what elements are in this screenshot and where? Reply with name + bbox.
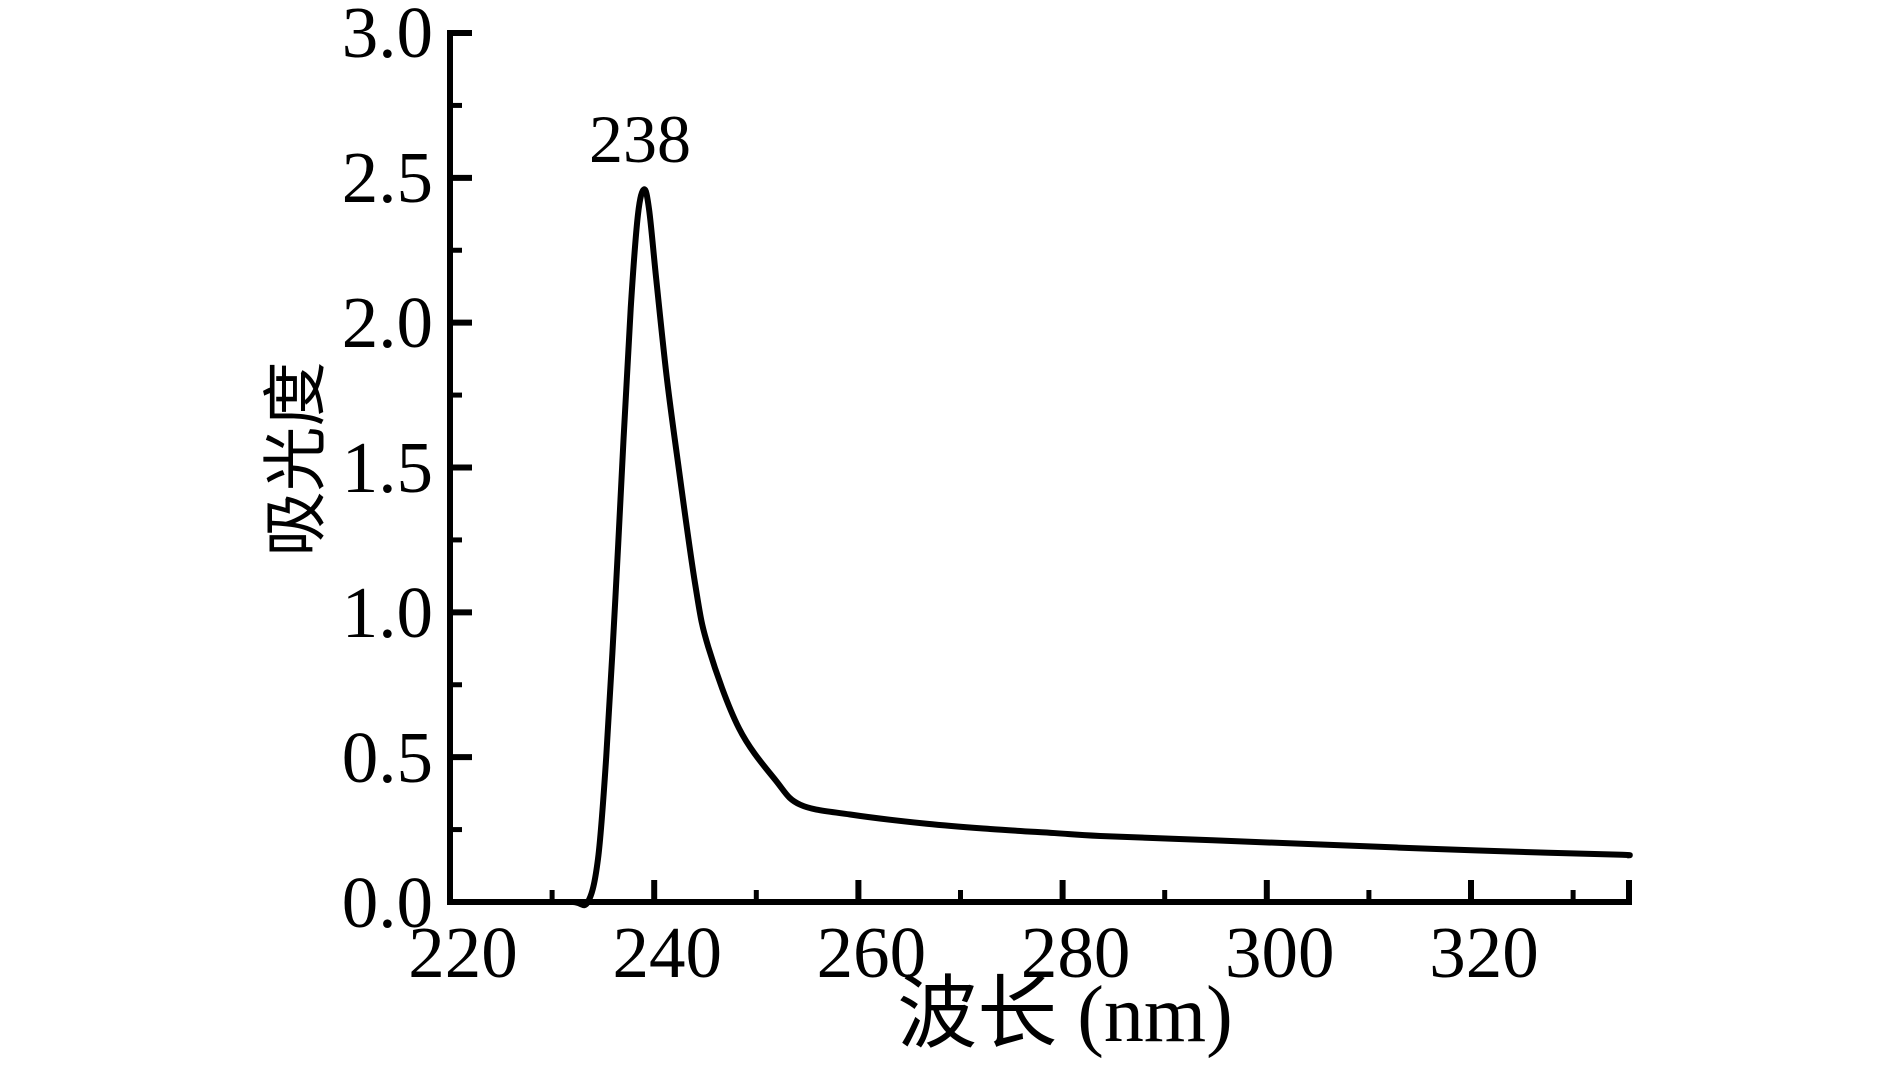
svg-text:2.5: 2.5: [342, 137, 433, 218]
svg-text:1.5: 1.5: [342, 427, 433, 508]
svg-text:波长 (nm): 波长 (nm): [897, 971, 1233, 1059]
svg-text:238: 238: [589, 101, 691, 177]
svg-text:240: 240: [612, 912, 722, 993]
svg-text:0.5: 0.5: [342, 717, 433, 798]
svg-text:300: 300: [1225, 912, 1335, 993]
svg-text:3.0: 3.0: [342, 0, 433, 73]
svg-text:2.0: 2.0: [342, 282, 433, 363]
svg-text:320: 320: [1429, 912, 1539, 993]
svg-text:1.0: 1.0: [342, 572, 433, 653]
svg-text:0.0: 0.0: [342, 862, 433, 943]
svg-text:吸光度: 吸光度: [261, 361, 333, 556]
